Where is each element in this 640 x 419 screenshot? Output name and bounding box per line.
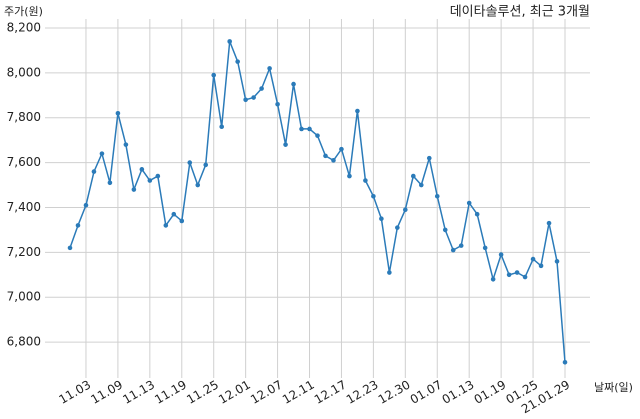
point bbox=[299, 126, 304, 132]
point bbox=[147, 178, 153, 183]
y-tick-label: 7,800 bbox=[7, 110, 41, 124]
point bbox=[371, 193, 376, 199]
point bbox=[490, 276, 496, 282]
point bbox=[203, 162, 209, 168]
y-tick-label: 7,600 bbox=[7, 155, 41, 169]
y-axis-label: 주가(원) bbox=[4, 5, 43, 18]
point bbox=[195, 182, 201, 188]
point bbox=[307, 126, 312, 132]
point bbox=[458, 243, 464, 248]
point bbox=[219, 124, 224, 129]
point bbox=[107, 180, 113, 186]
point bbox=[291, 81, 296, 87]
y-tick-label: 8,000 bbox=[7, 65, 41, 79]
point bbox=[379, 216, 384, 221]
y-tick-label: 7,400 bbox=[7, 200, 41, 214]
point bbox=[171, 211, 177, 217]
point bbox=[187, 160, 193, 165]
x-tick-label: 01.19 bbox=[472, 378, 509, 407]
point bbox=[347, 173, 352, 179]
point bbox=[522, 274, 528, 280]
point bbox=[482, 245, 488, 251]
x-tick-label: 11.13 bbox=[120, 378, 157, 407]
point bbox=[75, 223, 81, 228]
point bbox=[514, 270, 520, 275]
point bbox=[403, 207, 408, 213]
point bbox=[139, 167, 145, 172]
point bbox=[267, 66, 272, 71]
x-axis-label: 날짜(일) bbox=[594, 380, 633, 394]
point bbox=[466, 200, 472, 206]
point bbox=[554, 259, 560, 264]
point bbox=[530, 256, 536, 262]
x-tick-label: 12.23 bbox=[344, 378, 381, 407]
point bbox=[562, 359, 568, 365]
point bbox=[498, 252, 504, 257]
y-tick-label: 8,200 bbox=[7, 20, 41, 34]
y-tick-label: 7,000 bbox=[7, 290, 41, 304]
y-tick-label: 6,800 bbox=[7, 335, 41, 349]
point bbox=[426, 155, 432, 161]
point bbox=[434, 193, 440, 199]
point bbox=[387, 270, 392, 275]
x-tick-label: 12.30 bbox=[376, 378, 413, 407]
point bbox=[259, 86, 264, 91]
x-tick-label: 11.25 bbox=[184, 378, 221, 407]
x-tick-label: 01.07 bbox=[408, 378, 445, 407]
point bbox=[546, 220, 552, 226]
x-tick-label: 12.01 bbox=[216, 378, 253, 407]
point bbox=[442, 227, 448, 233]
point bbox=[211, 72, 217, 78]
x-tick-label: 01.13 bbox=[440, 378, 477, 407]
point bbox=[243, 97, 248, 103]
point bbox=[155, 173, 161, 179]
chart-title: 데이타솔루션, 최근 3개월 bbox=[450, 5, 590, 20]
point bbox=[474, 211, 480, 217]
x-tick-label: 12.11 bbox=[280, 378, 317, 407]
point bbox=[339, 146, 344, 152]
point bbox=[363, 178, 368, 183]
point bbox=[283, 142, 288, 147]
point bbox=[411, 173, 416, 179]
x-tick-label: 11.09 bbox=[88, 378, 125, 407]
point bbox=[538, 263, 544, 269]
point bbox=[163, 223, 169, 228]
point bbox=[235, 59, 240, 64]
point bbox=[275, 101, 280, 107]
point bbox=[355, 108, 360, 114]
x-tick-label: 12.17 bbox=[312, 378, 349, 407]
point bbox=[123, 142, 129, 147]
point bbox=[115, 110, 121, 116]
point bbox=[131, 187, 137, 192]
point bbox=[179, 218, 185, 224]
point bbox=[450, 247, 456, 253]
x-tick-label: 11.19 bbox=[152, 378, 189, 407]
point bbox=[99, 151, 105, 156]
point bbox=[506, 272, 512, 278]
point bbox=[91, 169, 97, 174]
point bbox=[418, 182, 424, 188]
point bbox=[251, 95, 256, 100]
x-tick-label: 11.03 bbox=[56, 378, 93, 407]
point bbox=[83, 202, 89, 208]
line bbox=[69, 41, 566, 363]
point bbox=[227, 39, 232, 44]
point bbox=[67, 245, 73, 251]
point bbox=[323, 153, 328, 159]
point bbox=[315, 133, 320, 138]
point bbox=[331, 158, 336, 163]
x-tick-label: 12.07 bbox=[248, 378, 285, 407]
y-tick-label: 7,200 bbox=[7, 245, 41, 259]
point bbox=[395, 225, 400, 230]
